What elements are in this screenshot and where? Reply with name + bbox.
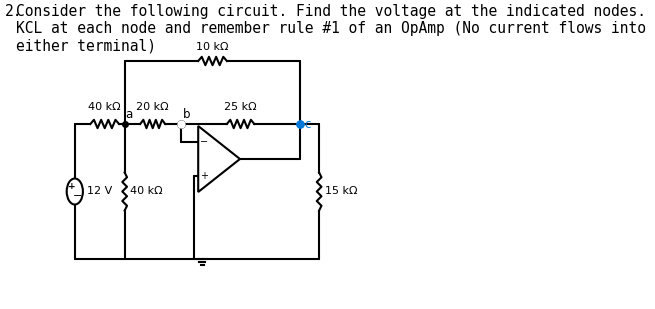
- Text: 40 kΩ: 40 kΩ: [130, 187, 163, 197]
- Text: Consider the following circuit. Find the voltage at the indicated nodes. Hint: a: Consider the following circuit. Find the…: [16, 4, 655, 54]
- Text: 10 kΩ: 10 kΩ: [196, 42, 229, 52]
- Text: a: a: [125, 108, 132, 121]
- Text: 20 kΩ: 20 kΩ: [136, 102, 169, 112]
- Text: +: +: [200, 171, 208, 181]
- Text: +: +: [69, 182, 76, 191]
- Text: c: c: [304, 117, 310, 130]
- Text: 25 kΩ: 25 kΩ: [224, 102, 257, 112]
- Text: −: −: [200, 137, 208, 147]
- Text: b: b: [183, 108, 191, 121]
- Text: 2.: 2.: [5, 4, 22, 19]
- Text: −: −: [73, 191, 82, 201]
- Text: 15 kΩ: 15 kΩ: [325, 187, 357, 197]
- Text: 12 V: 12 V: [86, 187, 112, 197]
- Text: 40 kΩ: 40 kΩ: [88, 102, 121, 112]
